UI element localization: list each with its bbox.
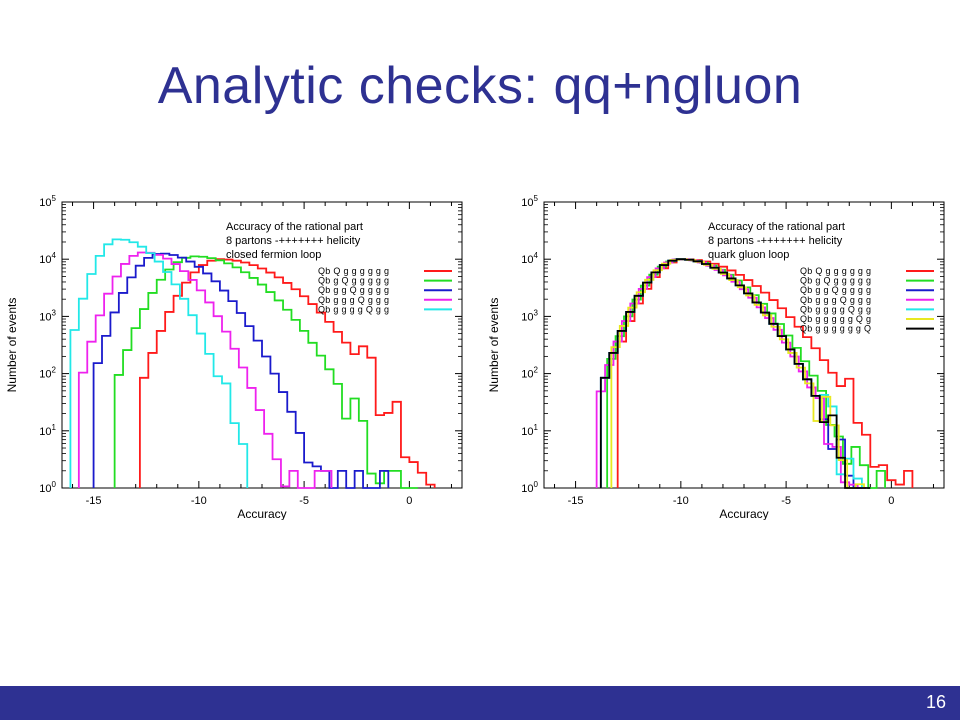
legend-label: Qb Q g g g g g g — [800, 266, 871, 276]
x-tick-label: -10 — [191, 495, 207, 507]
series-line — [610, 258, 865, 489]
x-tick-label: -5 — [299, 495, 309, 507]
legend-label: Qb g g Q g g g g — [318, 285, 389, 295]
y-tick-label: 104 — [521, 251, 538, 266]
legend-label: Qb g g Q g g g g — [800, 285, 871, 295]
chart-title-line: Accuracy of the rational part — [226, 221, 363, 233]
chart-title-line: quark gluon loop — [708, 249, 789, 261]
chart-title-line: 8 partons -+++++++ helicity — [226, 235, 361, 247]
legend-label: Qb g g g g g Q g — [800, 314, 871, 324]
y-tick-label: 100 — [39, 480, 56, 495]
histogram-closed-fermion-loop: 100 101 102 103 104 105 -15 -10 -5 0 Accuracy Numbe… — [5, 194, 463, 520]
series-line — [69, 238, 249, 488]
x-tick-label: -5 — [781, 495, 791, 507]
series-line — [595, 258, 867, 489]
x-tick-label: -15 — [568, 495, 584, 507]
y-tick-label: 105 — [39, 194, 56, 209]
series-line — [92, 252, 390, 489]
page-number: 16 — [925, 692, 946, 712]
x-axis-label: Accuracy — [237, 507, 286, 520]
series-line — [77, 251, 333, 489]
chart-title-line: 8 partons -+++++++ helicity — [708, 235, 843, 247]
legend-label: Qb g g g g Q g g — [318, 304, 389, 314]
legend-label: Qb g g g Q g g g — [800, 295, 871, 305]
y-tick-label: 103 — [521, 308, 538, 323]
legend-label: Qb Q g g g g g g — [318, 266, 389, 276]
y-tick-label: 102 — [39, 366, 56, 381]
slide-title: Analytic checks: qq+ngluon — [157, 57, 803, 115]
y-tick-label: 103 — [39, 308, 56, 323]
x-tick-label: 0 — [406, 495, 412, 507]
y-tick-label: 100 — [521, 480, 538, 495]
histogram-quark-gluon-loop: 100 101 102 103 104 105 -15 -10 -5 0 Accuracy Numbe… — [487, 194, 945, 520]
y-tick-label: 104 — [39, 251, 56, 266]
x-tick-label: -10 — [673, 495, 689, 507]
series-line — [599, 258, 871, 489]
x-tick-label: 0 — [888, 495, 894, 507]
y-axis-label: Number of events — [5, 298, 19, 393]
y-tick-label: 101 — [521, 423, 538, 438]
legend-label: Qb g g g Q g g g — [318, 295, 389, 305]
y-axis-label: Number of events — [487, 298, 501, 393]
x-tick-label: -15 — [86, 495, 102, 507]
series-line — [138, 258, 436, 488]
chart-title-line: Accuracy of the rational part — [708, 221, 845, 233]
y-tick-label: 101 — [39, 423, 56, 438]
series-line — [616, 258, 914, 488]
y-tick-label: 105 — [521, 194, 538, 209]
x-axis-label: Accuracy — [719, 507, 768, 520]
legend-label: Qb g g g g g g Q — [800, 324, 871, 334]
legend-label: Qb g Q g g g g g — [800, 276, 871, 286]
y-tick-label: 102 — [521, 366, 538, 381]
chart-title-line: closed fermion loop — [226, 249, 321, 261]
series-line — [113, 255, 418, 489]
footer-bar: 16 — [0, 686, 960, 720]
legend-label: Qb g Q g g g g g — [318, 276, 389, 286]
legend-label: Qb g g g g Q g g — [800, 304, 871, 314]
